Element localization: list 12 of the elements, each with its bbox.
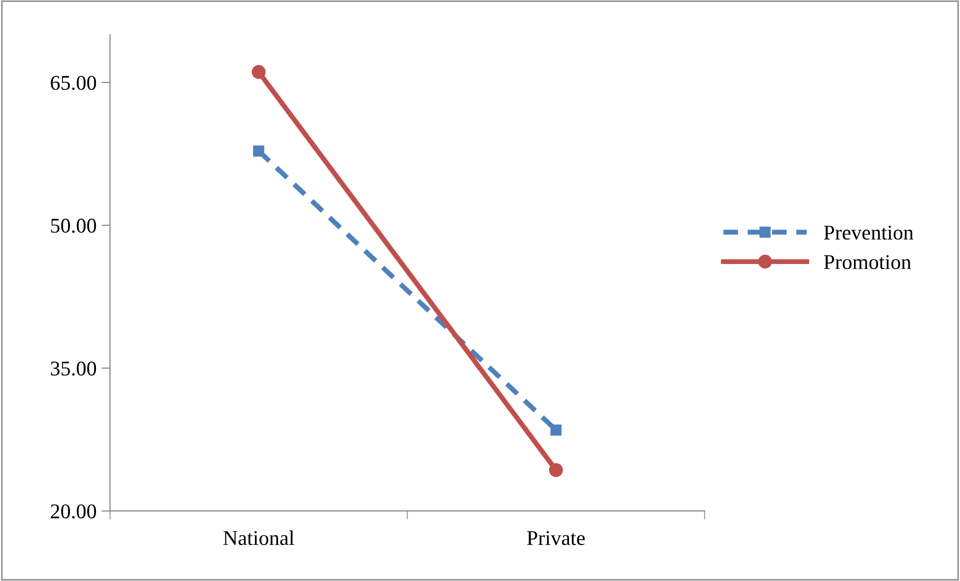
point <box>252 65 266 79</box>
legend-label: Promotion <box>824 255 912 270</box>
y-tick-label: 35.00 <box>50 362 96 376</box>
point <box>549 463 563 477</box>
point <box>253 145 264 157</box>
y-tick-label: 50.00 <box>51 218 96 233</box>
y-tick-label: 65.00 <box>50 76 96 90</box>
x-tick-label: Private <box>527 531 585 546</box>
x-tick-label: National <box>223 530 294 546</box>
legend-label: Prevention <box>824 226 914 240</box>
point <box>550 424 562 436</box>
y-tick-label: 20.00 <box>50 504 96 519</box>
